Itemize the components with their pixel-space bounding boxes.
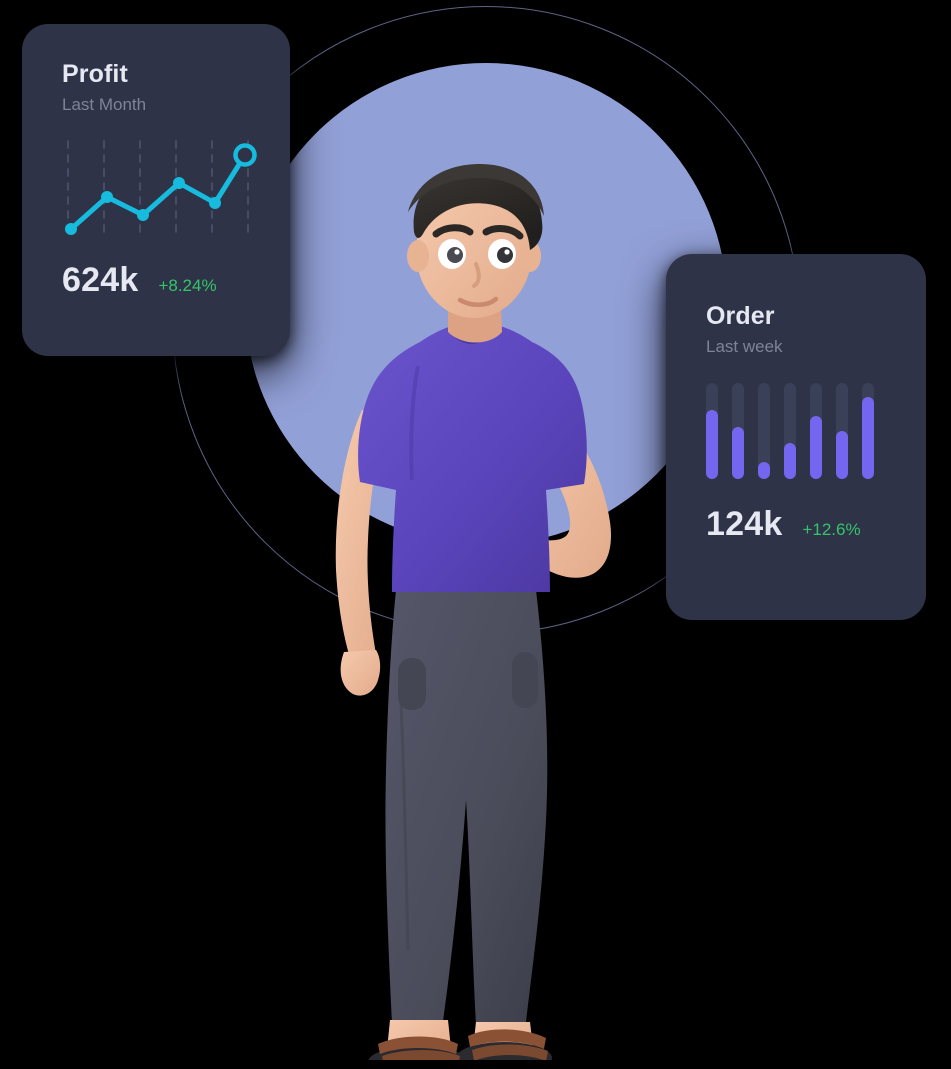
chart-marker-last [233, 143, 257, 167]
order-bar-column [732, 383, 744, 480]
order-metric-delta: +12.6% [802, 520, 861, 540]
character-pants [385, 590, 548, 1028]
order-bar-column [836, 383, 848, 480]
order-bar-fill [862, 396, 874, 480]
order-card-footer: 124k +12.6% [706, 505, 900, 544]
profit-card-footer: 624k +8.24% [62, 261, 264, 300]
profit-metric-value: 624k [62, 261, 139, 300]
order-bar-fill [810, 415, 822, 480]
order-card-title: Order [706, 302, 775, 330]
order-bar-fill [836, 431, 848, 480]
character-head [407, 164, 544, 318]
character-shirt [358, 322, 587, 592]
chart-markers [65, 177, 221, 236]
order-bar-column [706, 383, 718, 480]
profit-metric-delta: +8.24% [158, 276, 217, 296]
order-bar-fill [706, 410, 718, 480]
order-bar-fill [758, 461, 770, 480]
order-bar-fill [732, 427, 744, 480]
order-bar-chart [706, 383, 900, 480]
order-bar-column [810, 383, 822, 480]
order-bar-column [758, 383, 770, 480]
order-card-subtitle: Last week [706, 336, 783, 356]
character-illustration [300, 160, 650, 1060]
order-stat-card[interactable]: Order Last week 124k +12.6% [666, 254, 926, 620]
order-bar-track [758, 383, 770, 480]
character-arms [335, 410, 612, 696]
profit-line-chart [62, 137, 264, 241]
chart-line [68, 152, 248, 232]
order-bar-column [862, 383, 874, 480]
order-bar-fill [784, 442, 796, 480]
profit-card-title: Profit [62, 60, 128, 88]
profit-stat-card[interactable]: Profit Last Month [22, 24, 290, 356]
profit-card-subtitle: Last Month [62, 94, 147, 114]
order-bar-column [784, 383, 796, 480]
order-metric-value: 124k [706, 505, 783, 544]
character-sandals [368, 1020, 552, 1060]
